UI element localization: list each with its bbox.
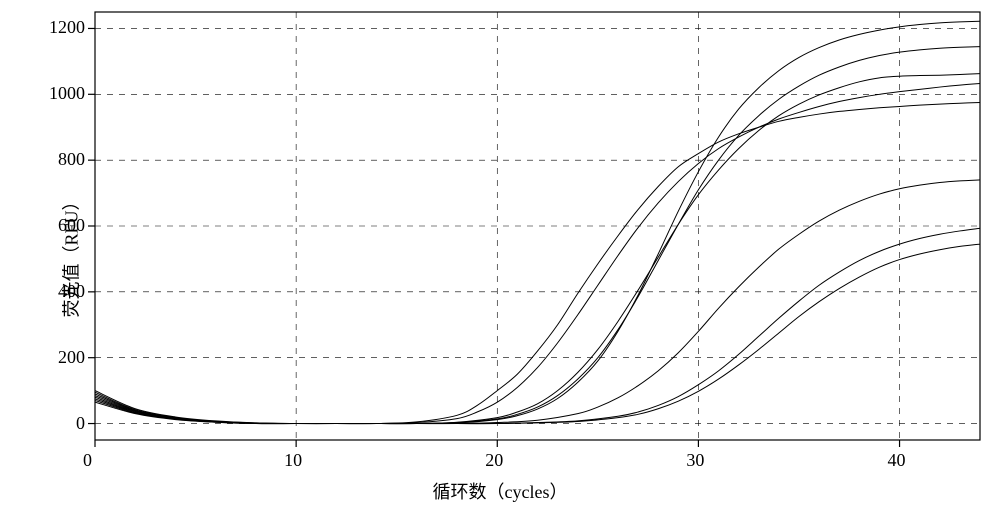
x-tick-label: 30 xyxy=(686,450,704,471)
x-tick-label: 0 xyxy=(83,450,92,471)
y-tick-label: 1200 xyxy=(49,17,85,38)
series-curve-7 xyxy=(95,228,980,423)
x-tick-label: 10 xyxy=(284,450,302,471)
y-tick-label: 0 xyxy=(76,413,85,434)
y-tick-label: 1000 xyxy=(49,83,85,104)
chart-canvas xyxy=(0,0,1000,510)
y-tick-label: 800 xyxy=(58,149,85,170)
x-tick-label: 20 xyxy=(485,450,503,471)
series-curve-6 xyxy=(95,180,980,424)
y-tick-label: 600 xyxy=(58,215,85,236)
x-tick-label: 40 xyxy=(888,450,906,471)
pcr-amplification-chart: 荧光值（RFU） 循环数（cycles） 0102030400200400600… xyxy=(0,0,1000,510)
y-tick-label: 400 xyxy=(58,281,85,302)
series-curve-5 xyxy=(95,21,980,423)
y-tick-label: 200 xyxy=(58,347,85,368)
series-curve-1 xyxy=(95,103,980,424)
series-curve-3 xyxy=(95,74,980,424)
x-axis-label: 循环数（cycles） xyxy=(0,478,1000,504)
series-curve-2 xyxy=(95,83,980,423)
series-curve-8 xyxy=(95,244,980,424)
